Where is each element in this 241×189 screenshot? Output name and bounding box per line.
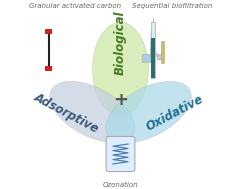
- Text: Biological: Biological: [114, 11, 127, 75]
- Ellipse shape: [106, 81, 191, 143]
- Bar: [161, 41, 164, 64]
- Text: +: +: [113, 91, 128, 109]
- Text: Oxidative: Oxidative: [144, 92, 206, 133]
- Ellipse shape: [50, 81, 135, 143]
- Text: Granular activated carbon: Granular activated carbon: [29, 3, 121, 9]
- Text: Ozonation: Ozonation: [103, 182, 138, 188]
- Bar: [45, 66, 52, 71]
- Bar: [45, 29, 52, 34]
- Ellipse shape: [93, 22, 148, 116]
- Bar: [151, 38, 155, 78]
- Bar: [157, 54, 161, 59]
- Text: Sequential biofiltration: Sequential biofiltration: [132, 3, 212, 9]
- Bar: [142, 54, 150, 62]
- FancyBboxPatch shape: [106, 136, 135, 172]
- Text: Adsorptive: Adsorptive: [32, 90, 101, 136]
- Bar: [151, 22, 155, 78]
